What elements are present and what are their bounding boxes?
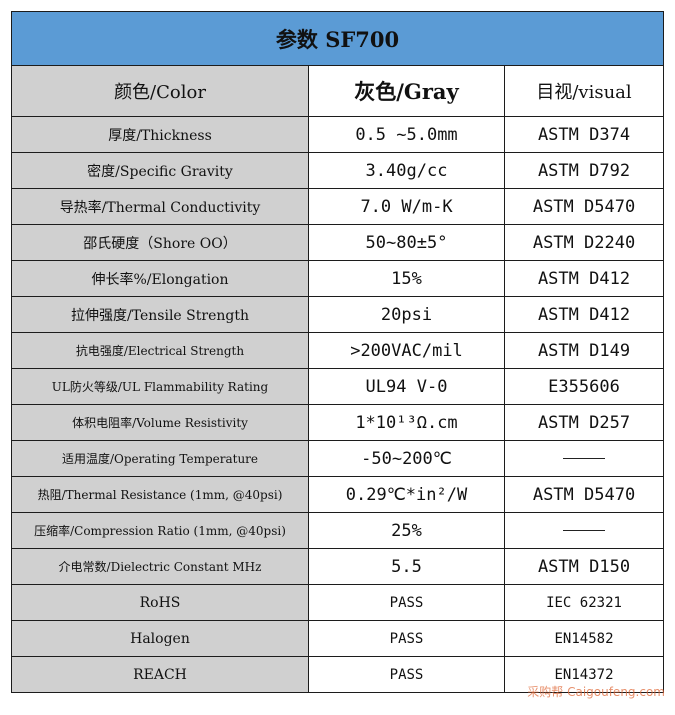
value-cell: 25%: [308, 512, 505, 549]
not-applicable-dash: [563, 458, 605, 459]
header-standard: 目视/visual: [503, 65, 665, 117]
header-row: 颜色/Color 灰色/Gray 目视/visual: [11, 65, 665, 117]
property-cell: 热阻/Thermal Resistance (1mm, @40psi): [11, 476, 309, 513]
value-cell: 3.40g/cc: [308, 152, 505, 189]
standard-cell: EN14582: [503, 620, 665, 657]
value-cell: 0.29℃*in²/W: [308, 476, 505, 513]
standard-cell: ASTM D150: [503, 548, 665, 585]
standard-cell: ASTM D2240: [503, 224, 665, 261]
value-cell: 20psi: [308, 296, 505, 333]
title-row: 参数 SF700: [10, 11, 665, 66]
table-title: 参数 SF700: [10, 11, 665, 66]
property-cell: 密度/Specific Gravity: [11, 152, 309, 189]
value-cell: PASS: [308, 656, 505, 693]
table-row: 密度/Specific Gravity 3.40g/cc ASTM D792: [11, 152, 665, 189]
header-value: 灰色/Gray: [308, 65, 505, 117]
spec-table-container: 参数 SF700 颜色/Color 灰色/Gray 目视/visual 厚度/T…: [10, 11, 665, 693]
property-cell: UL防火等级/UL Flammability Rating: [11, 368, 309, 405]
table-row: 厚度/Thickness 0.5 ~5.0mm ASTM D374: [11, 116, 665, 153]
value-cell: 0.5 ~5.0mm: [308, 116, 505, 153]
property-cell: 导热率/Thermal Conductivity: [11, 188, 309, 225]
table-row: 拉伸强度/Tensile Strength 20psi ASTM D412: [11, 296, 665, 333]
property-cell: 适用温度/Operating Temperature: [11, 440, 309, 477]
not-applicable-dash: [563, 530, 605, 531]
value-cell: 5.5: [308, 548, 505, 585]
value-cell: 50~80±5°: [308, 224, 505, 261]
table-row: 体积电阻率/Volume Resistivity 1*10¹³Ω.cm ASTM…: [11, 404, 665, 441]
standard-cell: ASTM D5470: [503, 476, 665, 513]
standard-cell: ASTM D412: [503, 260, 665, 297]
standard-cell: ASTM D149: [503, 332, 665, 369]
standard-cell: ASTM D374: [503, 116, 665, 153]
standard-cell: ASTM D792: [503, 152, 665, 189]
standard-cell: EN14372: [503, 656, 665, 693]
table-row: REACH PASS EN14372: [11, 656, 665, 693]
value-cell: 15%: [308, 260, 505, 297]
table-row: 导热率/Thermal Conductivity 7.0 W/m-K ASTM …: [11, 188, 665, 225]
table-row: UL防火等级/UL Flammability Rating UL94 V-0 E…: [11, 368, 665, 405]
property-cell: 拉伸强度/Tensile Strength: [11, 296, 309, 333]
table-row: 邵氏硬度（Shore OO） 50~80±5° ASTM D2240: [11, 224, 665, 261]
value-cell: 7.0 W/m-K: [308, 188, 505, 225]
property-cell: 伸长率%/Elongation: [11, 260, 309, 297]
table-row: 适用温度/Operating Temperature -50~200℃: [11, 440, 665, 477]
value-cell: >200VAC/mil: [308, 332, 505, 369]
table-row: Halogen PASS EN14582: [11, 620, 665, 657]
header-property: 颜色/Color: [11, 65, 309, 117]
property-cell: 抗电强度/Electrical Strength: [11, 332, 309, 369]
standard-cell: ASTM D5470: [503, 188, 665, 225]
standard-cell: [503, 440, 665, 477]
property-cell: RoHS: [11, 584, 309, 621]
standard-cell: [503, 512, 665, 549]
property-cell: REACH: [11, 656, 309, 693]
standard-cell: E355606: [503, 368, 665, 405]
table-row: 介电常数/Dielectric Constant MHz 5.5 ASTM D1…: [11, 548, 665, 585]
watermark-text: 采购帮 Caigoufeng.com: [527, 685, 665, 699]
property-cell: 体积电阻率/Volume Resistivity: [11, 404, 309, 441]
table-row: 抗电强度/Electrical Strength >200VAC/mil AST…: [11, 332, 665, 369]
property-cell: 压缩率/Compression Ratio (1mm, @40psi): [11, 512, 309, 549]
spec-table: 参数 SF700 颜色/Color 灰色/Gray 目视/visual 厚度/T…: [10, 11, 665, 693]
table-row: 伸长率%/Elongation 15% ASTM D412: [11, 260, 665, 297]
property-cell: 厚度/Thickness: [11, 116, 309, 153]
property-cell: Halogen: [11, 620, 309, 657]
property-cell: 介电常数/Dielectric Constant MHz: [11, 548, 309, 585]
value-cell: UL94 V-0: [308, 368, 505, 405]
standard-cell: ASTM D412: [503, 296, 665, 333]
value-cell: PASS: [308, 620, 505, 657]
standard-cell: ASTM D257: [503, 404, 665, 441]
value-cell: -50~200℃: [308, 440, 505, 477]
standard-cell: IEC 62321: [503, 584, 665, 621]
value-cell: PASS: [308, 584, 505, 621]
property-cell: 邵氏硬度（Shore OO）: [11, 224, 309, 261]
table-row: 热阻/Thermal Resistance (1mm, @40psi) 0.29…: [11, 476, 665, 513]
table-row: RoHS PASS IEC 62321: [11, 584, 665, 621]
value-cell: 1*10¹³Ω.cm: [308, 404, 505, 441]
table-row: 压缩率/Compression Ratio (1mm, @40psi) 25%: [11, 512, 665, 549]
